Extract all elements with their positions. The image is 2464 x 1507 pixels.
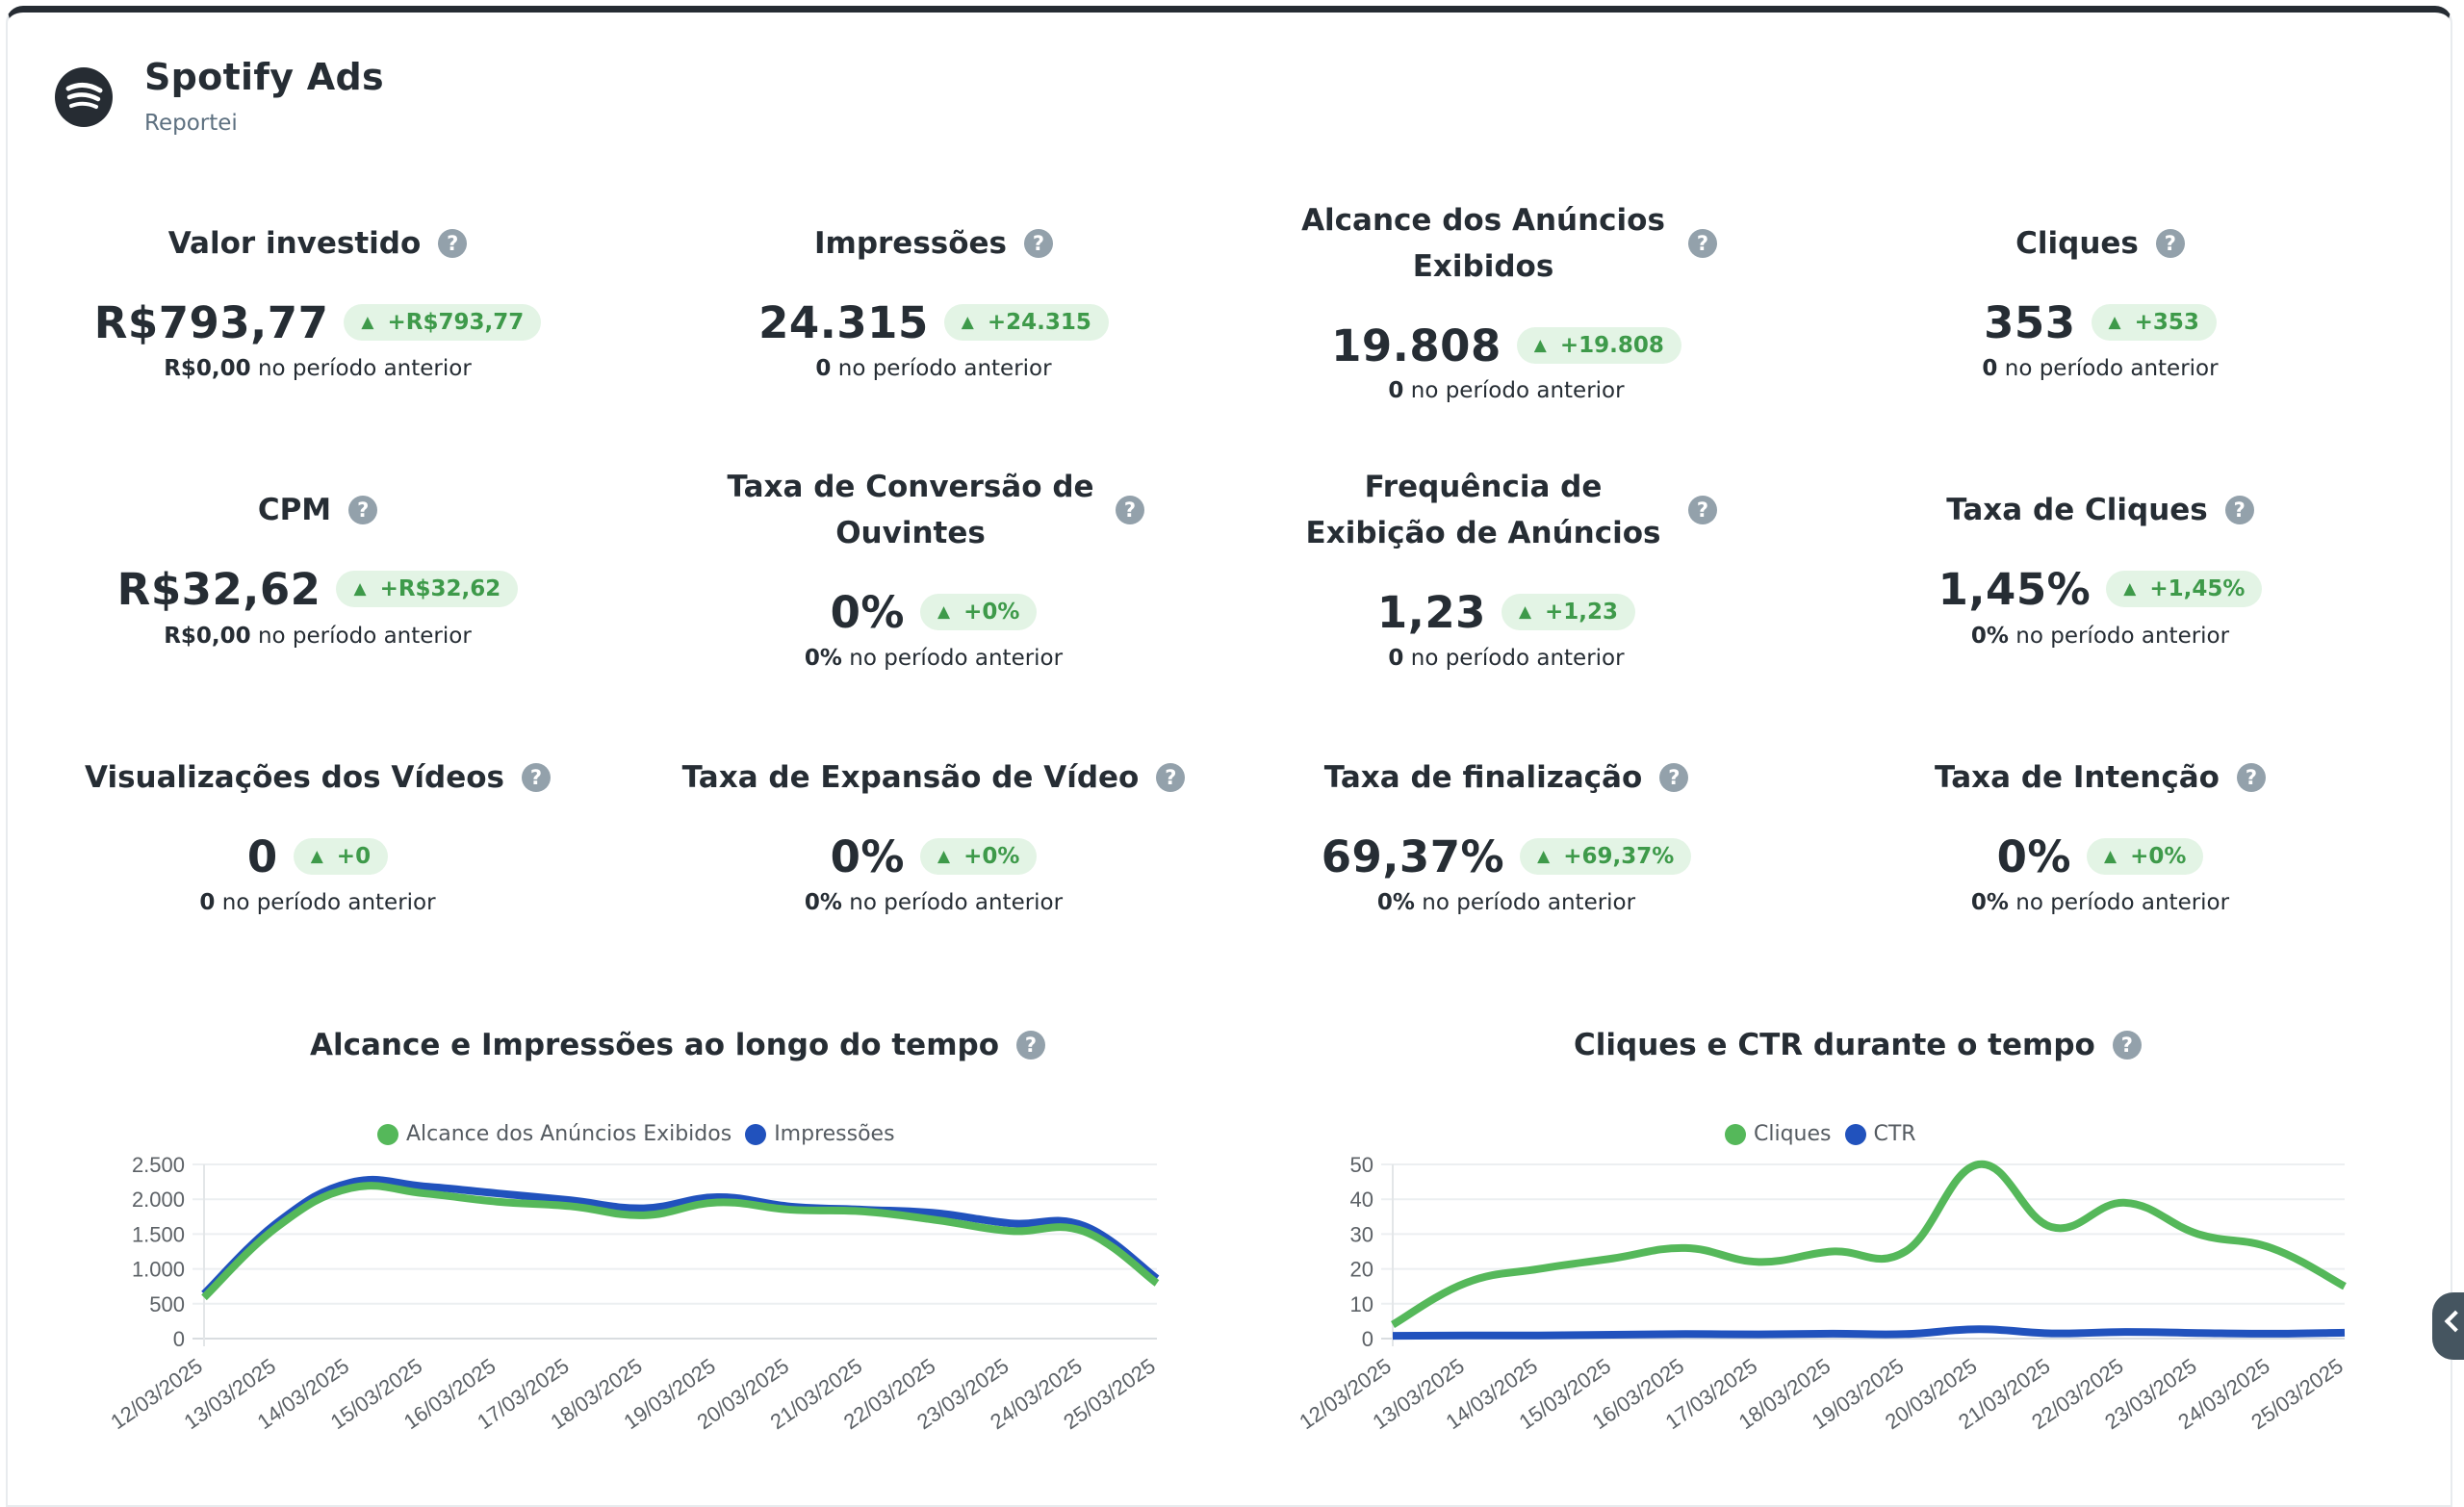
y-tick-label: 1.000 — [132, 1258, 185, 1282]
y-tick-label: 2.000 — [132, 1188, 185, 1212]
y-tick-label: 10 — [1350, 1292, 1373, 1316]
y-tick-label: 20 — [1350, 1258, 1373, 1282]
y-tick-label: 50 — [1350, 1153, 1373, 1177]
y-tick-label: 40 — [1350, 1188, 1373, 1212]
side-panel-toggle-button[interactable] — [2432, 1292, 2464, 1360]
y-tick-label: 0 — [173, 1327, 185, 1351]
y-tick-label: 500 — [149, 1292, 185, 1316]
series-line-secondary — [1393, 1329, 2345, 1336]
y-tick-label: 0 — [1362, 1327, 1373, 1351]
y-tick-label: 1.500 — [132, 1222, 185, 1246]
y-tick-label: 2.500 — [132, 1153, 185, 1177]
series-line-primary — [1393, 1164, 2345, 1325]
chevron-left-icon — [2445, 1311, 2464, 1333]
y-tick-label: 30 — [1350, 1222, 1373, 1246]
series-line-secondary — [204, 1180, 1157, 1294]
